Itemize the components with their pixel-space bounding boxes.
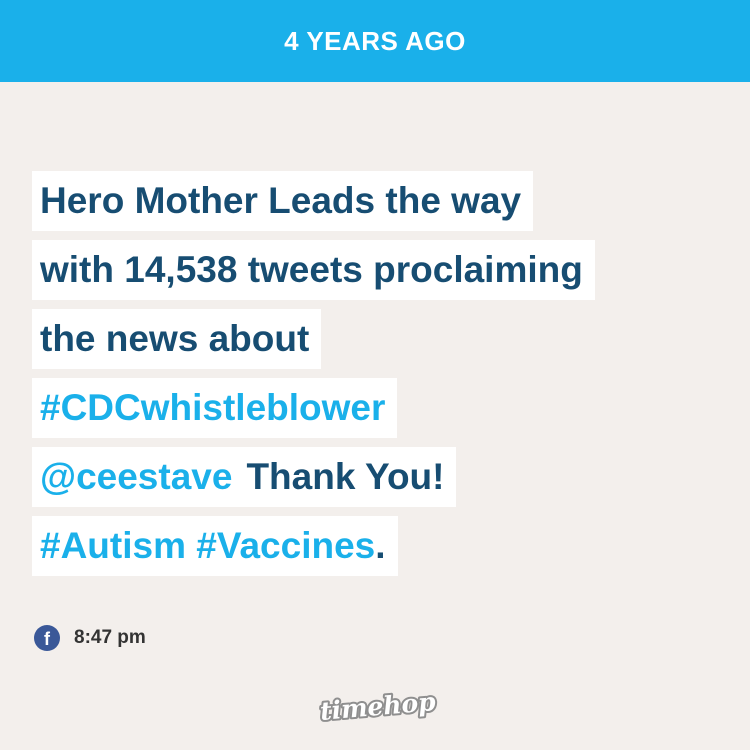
post-line-2: with 14,538 tweets proclaiming [32,240,595,300]
thank-you-text: Thank You! [246,456,445,497]
hashtag-cdcwhistleblower[interactable]: #CDCwhistleblower [40,387,386,428]
facebook-icon-glyph: f [44,629,50,649]
timehop-logo: timehop timehop [318,685,438,728]
post-time: 8:47 pm [74,627,146,648]
memory-age-label: 4 YEARS AGO [284,25,466,56]
post-text: Hero Mother Leads the way with 14,538 tw… [32,171,732,585]
post-line-4: #CDCwhistleblower [32,378,398,438]
hashtag-autism[interactable]: #Autism [40,525,186,566]
post-meta: f 8:47 pm [34,624,146,652]
post-line-5: @ceestave Thank You! [32,447,457,507]
post-line-6: #Autism #Vaccines. [32,516,398,576]
facebook-icon: f [34,625,60,651]
post-end-period: . [375,525,386,566]
post-line-1: Hero Mother Leads the way [32,171,534,231]
memory-header: 4 YEARS AGO [0,0,750,82]
post-line-3: the news about [32,309,322,369]
hashtag-vaccines[interactable]: #Vaccines [196,525,376,566]
mention-ceestave[interactable]: @ceestave [40,456,233,497]
timehop-logo-fill: timehop [319,687,437,726]
